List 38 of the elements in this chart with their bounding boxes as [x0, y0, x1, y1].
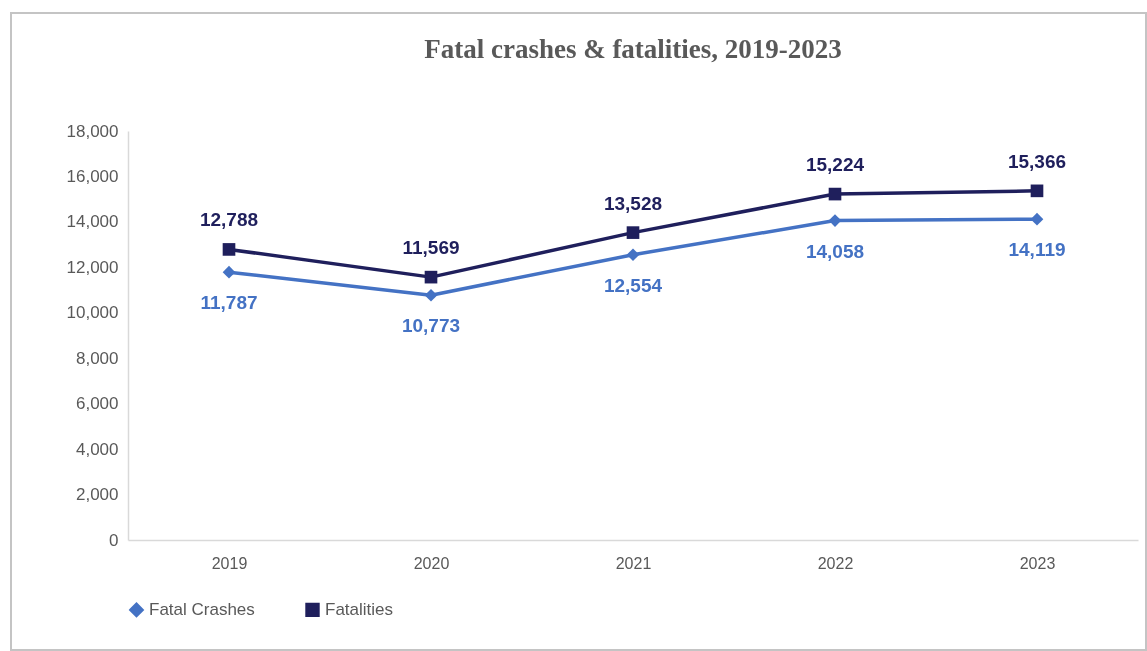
data-label: 14,119	[1008, 239, 1066, 261]
y-tick-label: 16,000	[66, 166, 119, 186]
y-tick-label: 12,000	[66, 257, 119, 277]
data-label: 15,366	[1007, 150, 1067, 172]
point	[424, 270, 438, 284]
x-tick-label: 2023	[1019, 554, 1056, 572]
y-tick-label: 6,000	[75, 394, 119, 414]
data-label: 11,787	[200, 292, 258, 314]
point	[424, 288, 438, 302]
point	[222, 243, 236, 256]
y-tick-label: 18,000	[66, 121, 119, 141]
data-label: 12,788	[199, 209, 259, 231]
legend-label: Fatalities	[325, 599, 394, 619]
point	[626, 226, 640, 239]
data-label: 11,569	[402, 237, 460, 259]
point	[222, 265, 236, 279]
y-tick-label: 8,000	[75, 348, 119, 368]
point	[828, 187, 842, 201]
legend-label: Fatal Crashes	[149, 599, 255, 619]
data-label: 13,528	[603, 192, 663, 214]
data-label: 12,554	[603, 274, 663, 296]
data-label: 15,224	[805, 154, 865, 176]
data-label: 10,773	[401, 315, 461, 337]
y-tick-label: 4,000	[75, 439, 119, 459]
y-tick-label: 0	[109, 530, 119, 550]
y-tick-label: 10,000	[66, 303, 119, 323]
x-tick-label: 2019	[211, 554, 248, 572]
x-tick-label: 2022	[817, 554, 854, 572]
point	[1030, 212, 1044, 226]
data-label: 14,058	[805, 240, 865, 262]
x-tick-label: 2021	[615, 554, 652, 572]
y-tick-label: 2,000	[75, 485, 119, 505]
point	[1030, 184, 1044, 198]
point	[828, 214, 842, 227]
y-tick-label: 14,000	[66, 212, 119, 232]
point	[626, 248, 640, 262]
x-tick-label: 2020	[413, 554, 450, 572]
chart-title: Fatal crashes & fatalities, 2019-2023	[424, 34, 842, 64]
